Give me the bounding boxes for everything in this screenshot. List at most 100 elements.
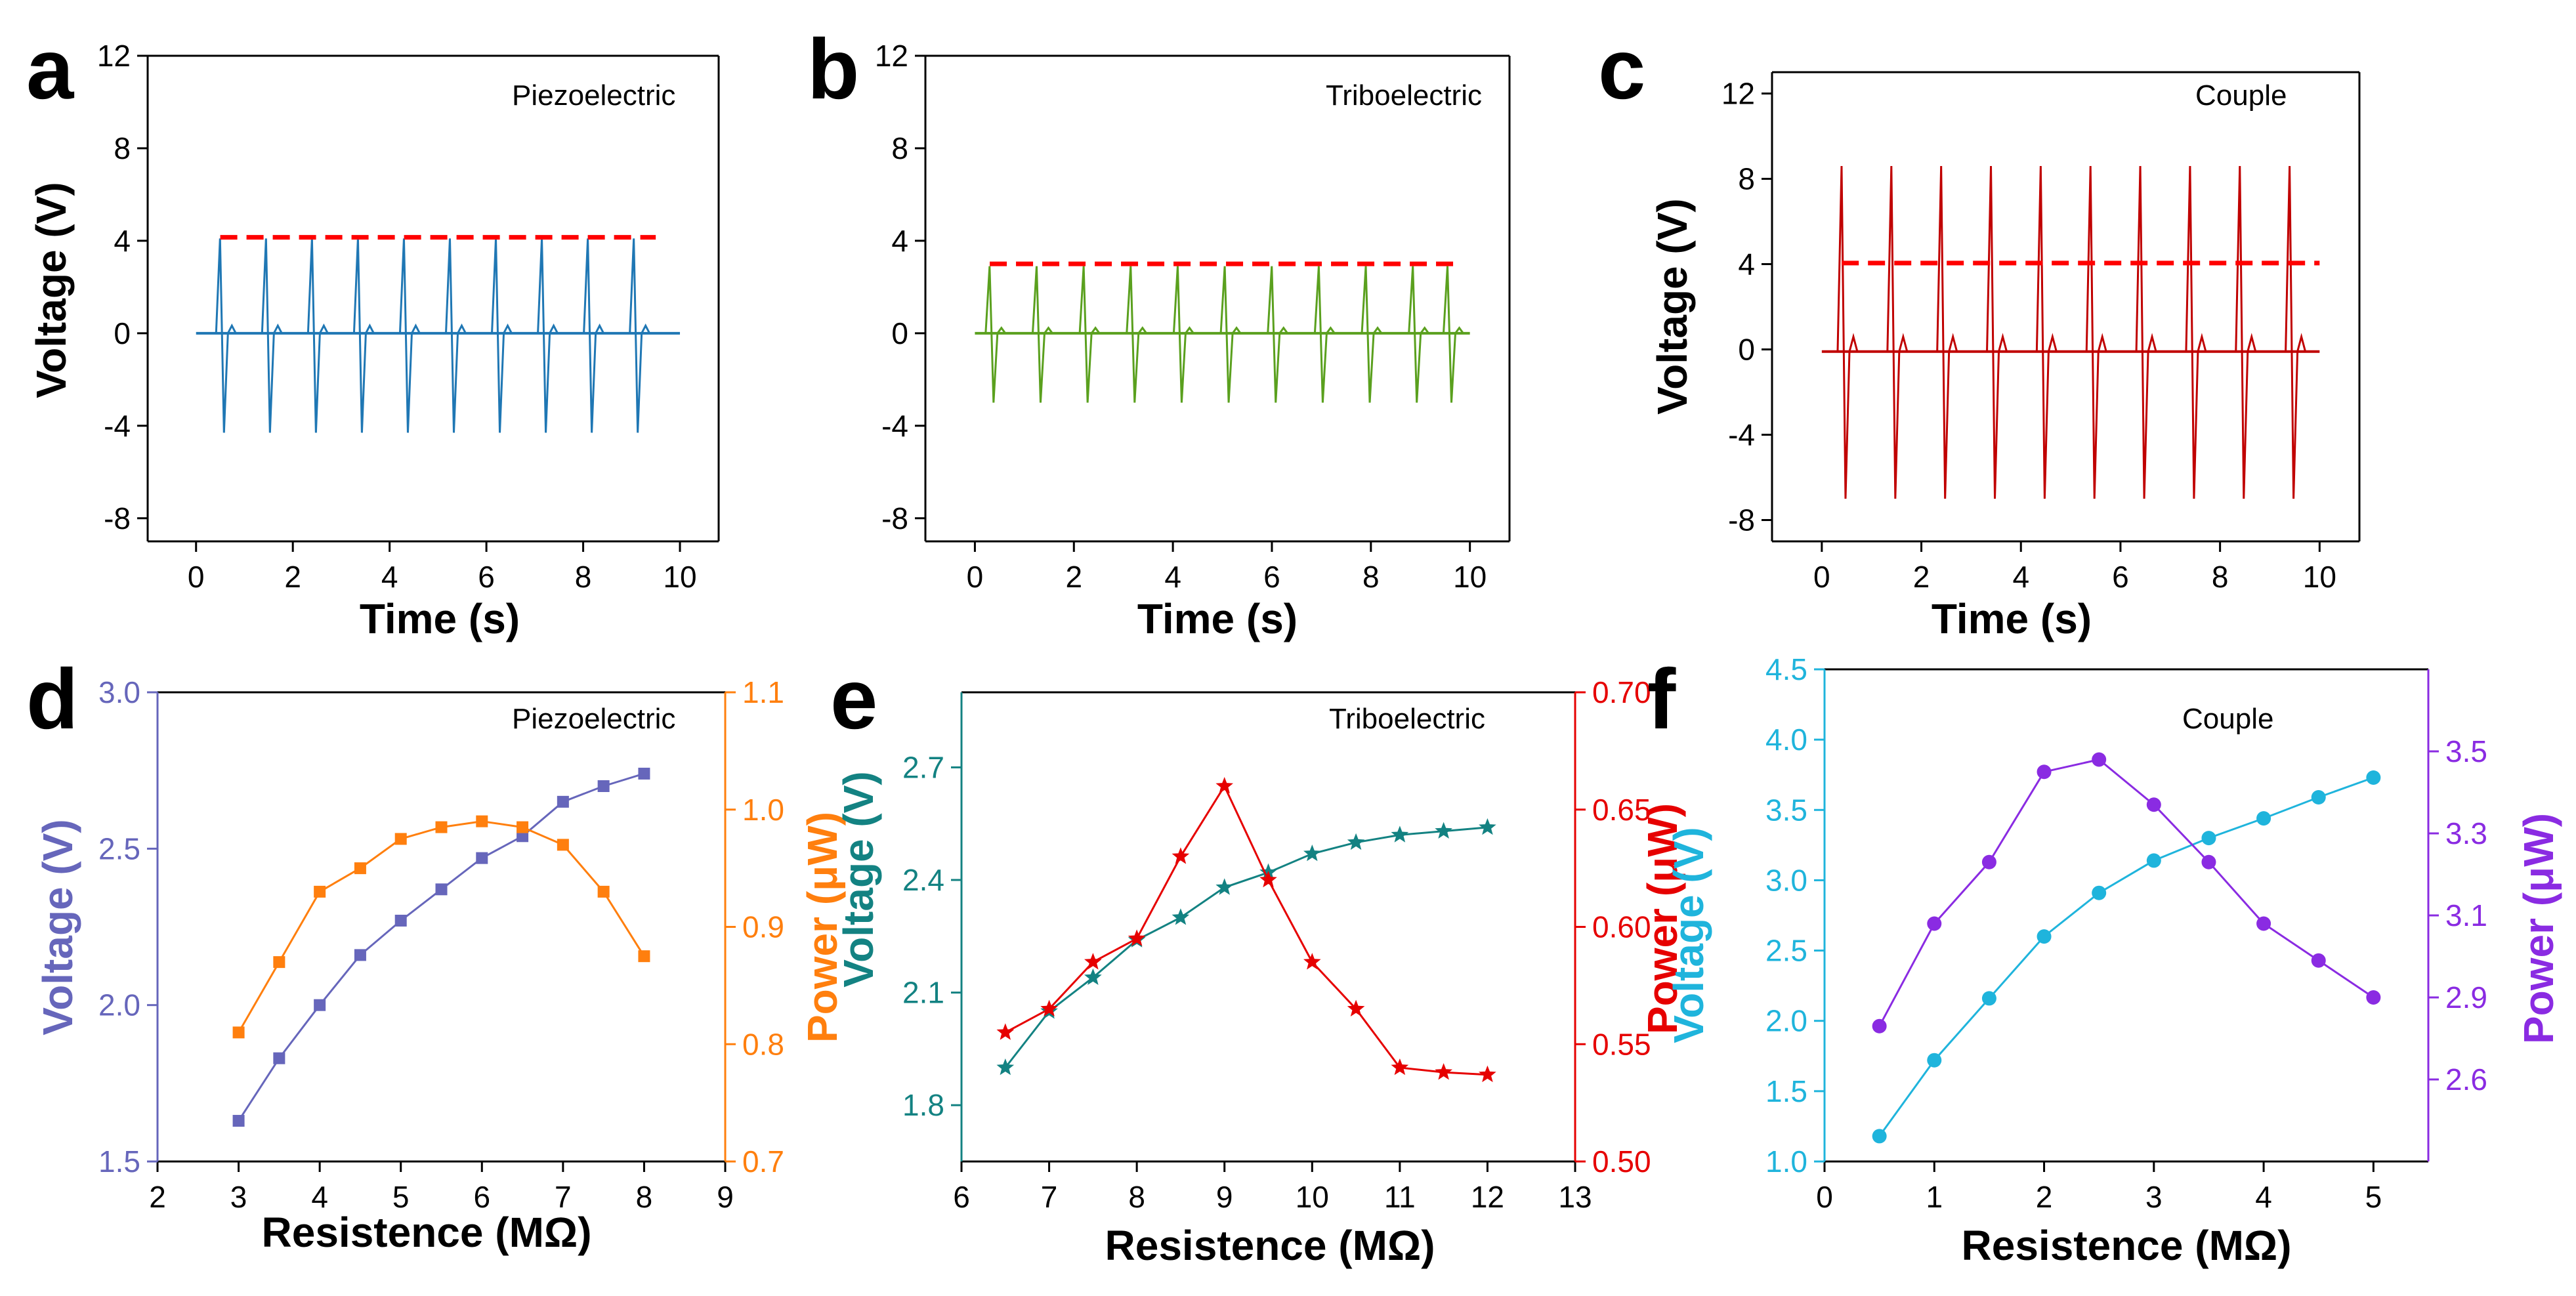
voltage-point — [2201, 831, 2216, 846]
y-tick-label: 2.7 — [902, 750, 944, 784]
voltage-spike — [1936, 165, 1958, 499]
voltage-spike — [306, 238, 329, 433]
x-tick-label: 8 — [636, 1180, 653, 1214]
x-tick-label: 2 — [284, 560, 301, 594]
power-series-line — [238, 820, 645, 1034]
power-point — [2311, 953, 2326, 968]
y-tick-label: 8 — [1738, 162, 1755, 196]
voltage-spike — [1172, 266, 1194, 403]
annotation-d: Piezoelectric — [512, 703, 675, 735]
y2-tick-label: 2.9 — [2445, 980, 2487, 1014]
x-tick-label: 6 — [1263, 560, 1280, 594]
power-point — [1128, 929, 1146, 946]
x-tick-label: 1 — [1926, 1180, 1943, 1214]
x-tick-label: 8 — [1128, 1180, 1145, 1214]
y-axis-label-f: Voltage (V) — [1665, 827, 1712, 1043]
y-tick-label: 4 — [114, 224, 131, 258]
y-tick-label: 12 — [97, 39, 131, 73]
voltage-spike — [1886, 165, 1909, 499]
x-tick-label: 0 — [967, 560, 984, 594]
x-tick-label: 5 — [392, 1180, 410, 1214]
voltage-point — [476, 852, 488, 864]
voltage-point — [2366, 770, 2381, 785]
voltage-spike — [491, 238, 513, 433]
chart-panel-e: e Triboelectric Resistence (MΩ) Voltage … — [830, 651, 1686, 1269]
annotation-c: Couple — [2195, 79, 2287, 112]
x-tick-label: 8 — [575, 560, 592, 594]
x-tick-label: 0 — [1816, 1180, 1833, 1214]
annotation-b: Triboelectric — [1326, 79, 1482, 112]
y-tick-label: 2.4 — [902, 863, 944, 897]
x-tick-label: 0 — [188, 560, 205, 594]
power-point — [1927, 916, 1942, 931]
x-tick-label: 7 — [1041, 1180, 1058, 1214]
chart-panel-c: c Couple Time (s) Voltage (V) 0 2 4 6 8 10 -8 -… — [1598, 21, 2361, 642]
power-point — [2092, 752, 2107, 767]
voltage-point — [557, 795, 569, 808]
voltage-point — [1084, 968, 1102, 985]
power-point — [1172, 847, 1190, 864]
voltage-point — [1927, 1053, 1942, 1068]
x-tick-label: 9 — [1216, 1180, 1233, 1214]
power-point — [435, 821, 448, 833]
voltage-spike — [261, 238, 283, 433]
power-point — [314, 885, 326, 898]
panel-label-b: b — [807, 21, 859, 117]
voltage-point — [597, 780, 610, 792]
power-point — [1391, 1058, 1409, 1076]
y2-tick-label: 0.65 — [1592, 793, 1651, 827]
x-tick-label: 3 — [230, 1180, 247, 1214]
power-point — [354, 862, 366, 875]
y2-tick-label: 1.1 — [742, 675, 784, 709]
voltage-point — [996, 1058, 1015, 1076]
x-tick-label: 10 — [2303, 560, 2336, 594]
x-axis-label-f: Resistence (MΩ) — [1962, 1222, 2292, 1269]
voltage-spike — [2135, 165, 2157, 499]
power-point — [597, 885, 610, 898]
x-tick-label: 7 — [555, 1180, 572, 1214]
voltage-point — [1391, 826, 1409, 843]
x-tick-label: 3 — [2145, 1180, 2163, 1214]
voltage-point — [1303, 845, 1321, 862]
voltage-spike — [2035, 165, 2058, 499]
y-tick-label: -8 — [104, 501, 131, 535]
voltage-spike — [215, 238, 237, 433]
panel-label-e: e — [830, 651, 877, 747]
power-point — [1303, 953, 1321, 970]
voltage-point — [314, 999, 326, 1011]
voltage-spike — [629, 238, 650, 433]
chart-panel-d: d Piezoelectric Resistence (MΩ) Voltage … — [26, 651, 846, 1256]
x-tick-label: 10 — [663, 560, 696, 594]
y-tick-label: 3.0 — [98, 675, 140, 709]
x-tick-label: 2 — [1065, 560, 1082, 594]
voltage-spike — [2185, 165, 2207, 499]
x-tick-label: 6 — [478, 560, 495, 594]
voltage-point — [232, 1115, 245, 1127]
voltage-spike — [1986, 165, 2008, 499]
y-tick-label: 1.0 — [1765, 1144, 1807, 1179]
y-axis-label-d: Voltage (V) — [34, 819, 81, 1035]
x-tick-label: 9 — [717, 1180, 734, 1214]
y2-tick-label: 2.6 — [2445, 1062, 2487, 1097]
voltage-spike — [583, 238, 604, 433]
voltage-spike — [1408, 266, 1429, 403]
y-tick-label: 12 — [1721, 77, 1755, 111]
y-tick-label: 3.5 — [1765, 793, 1807, 827]
power-point — [1040, 999, 1058, 1016]
power-point — [1479, 1065, 1496, 1083]
voltage-spike — [1078, 266, 1101, 403]
power-point — [1435, 1063, 1452, 1080]
power-point — [1872, 1018, 1887, 1034]
x-axis-label-b: Time (s) — [1137, 595, 1298, 642]
x-tick-label: 6 — [953, 1180, 970, 1214]
voltage-spike — [1313, 266, 1336, 403]
y-axis-label-a: Voltage (V) — [28, 182, 75, 398]
y2-axis-label-f: Power (μW) — [2515, 813, 2562, 1044]
y-tick-label: 3.0 — [1765, 863, 1807, 897]
x-tick-label: 5 — [2365, 1180, 2382, 1214]
x-tick-label: 12 — [1471, 1180, 1504, 1214]
y-tick-label: 2.1 — [902, 976, 944, 1010]
y-tick-label: -4 — [1728, 418, 1755, 452]
y2-tick-label: 0.55 — [1592, 1027, 1651, 1061]
